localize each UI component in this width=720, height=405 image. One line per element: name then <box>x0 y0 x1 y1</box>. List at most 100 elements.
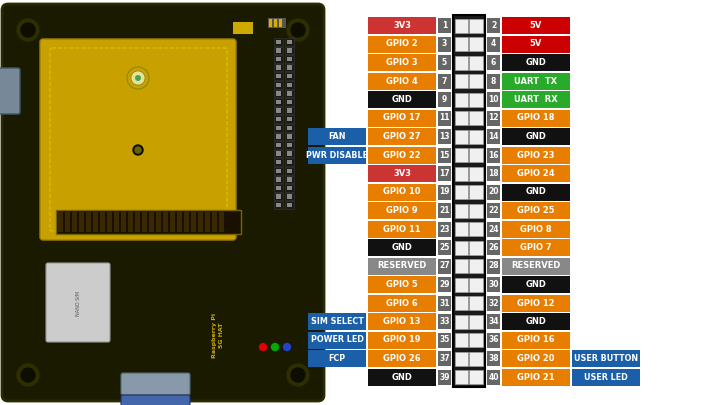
Bar <box>487 333 500 347</box>
Bar <box>487 203 500 218</box>
Text: 19: 19 <box>439 188 450 196</box>
Text: GPIO 23: GPIO 23 <box>517 151 554 160</box>
Bar <box>487 166 500 181</box>
FancyBboxPatch shape <box>46 263 110 342</box>
Bar <box>285 167 294 175</box>
Bar <box>285 193 294 200</box>
Bar <box>285 132 294 140</box>
Text: GPIO 2: GPIO 2 <box>386 40 418 49</box>
Bar <box>454 333 468 347</box>
Bar <box>438 166 451 181</box>
Bar <box>274 90 283 97</box>
Bar <box>274 193 283 200</box>
Bar <box>438 147 451 162</box>
Bar <box>502 332 570 348</box>
Bar <box>454 296 468 310</box>
Bar <box>438 185 451 200</box>
Bar <box>572 369 640 386</box>
Text: RESERVED: RESERVED <box>377 262 427 271</box>
Text: GND: GND <box>526 58 546 67</box>
Bar <box>469 185 482 199</box>
Bar <box>276 40 281 44</box>
Bar <box>368 294 436 311</box>
Text: 8: 8 <box>491 77 496 85</box>
Bar <box>156 212 161 232</box>
Bar <box>274 115 283 123</box>
Bar <box>368 350 436 367</box>
Bar <box>308 313 366 330</box>
Bar <box>287 177 292 181</box>
Bar <box>469 259 482 273</box>
Text: UART  RX: UART RX <box>514 95 558 104</box>
Bar <box>438 296 451 311</box>
Bar <box>469 19 482 32</box>
Bar <box>368 147 436 164</box>
Bar <box>276 48 281 53</box>
Text: 9: 9 <box>442 95 447 104</box>
Bar <box>502 239 570 256</box>
Text: 2: 2 <box>491 21 496 30</box>
Bar <box>285 81 294 89</box>
Bar <box>454 277 468 292</box>
Text: FCP: FCP <box>328 354 346 363</box>
Bar <box>308 332 366 348</box>
Bar <box>469 222 482 236</box>
Bar <box>268 18 286 28</box>
Bar <box>368 369 436 386</box>
Circle shape <box>259 343 266 350</box>
Bar <box>287 143 292 147</box>
Bar <box>276 168 281 173</box>
Bar <box>368 183 436 200</box>
Circle shape <box>133 145 143 155</box>
Bar <box>274 81 283 89</box>
Bar <box>469 277 482 292</box>
Bar <box>454 203 468 217</box>
Bar <box>469 333 482 347</box>
Bar <box>93 212 97 232</box>
Text: 5V: 5V <box>530 40 542 49</box>
Text: 3V3: 3V3 <box>393 169 411 178</box>
Bar <box>274 141 283 149</box>
Bar <box>285 107 294 114</box>
Bar <box>469 203 482 217</box>
Bar <box>487 369 500 384</box>
Bar <box>454 370 468 384</box>
Bar <box>287 203 292 207</box>
Bar <box>454 111 468 125</box>
Bar <box>454 74 468 88</box>
Text: 3: 3 <box>442 40 447 49</box>
Bar <box>191 212 196 232</box>
Bar <box>368 17 436 34</box>
Bar <box>454 130 468 143</box>
Bar <box>276 194 281 199</box>
Bar <box>487 18 500 33</box>
Text: 32: 32 <box>488 298 499 307</box>
Bar <box>438 55 451 70</box>
Bar <box>233 22 253 34</box>
Text: 12: 12 <box>488 113 499 122</box>
Bar <box>287 151 292 156</box>
Circle shape <box>135 147 141 153</box>
Bar <box>502 350 570 367</box>
Bar <box>438 129 451 144</box>
Circle shape <box>131 71 145 85</box>
Bar <box>469 111 482 125</box>
Bar <box>86 212 91 232</box>
Bar <box>135 212 140 232</box>
Text: 25: 25 <box>439 243 450 252</box>
FancyBboxPatch shape <box>40 39 236 240</box>
Bar <box>502 202 570 219</box>
Bar <box>276 160 281 164</box>
Bar <box>368 109 436 126</box>
Bar <box>502 369 570 386</box>
Text: 36: 36 <box>488 335 499 345</box>
Text: 37: 37 <box>439 354 450 363</box>
Text: 21: 21 <box>439 206 450 215</box>
Bar <box>287 194 292 199</box>
Text: GPIO 5: GPIO 5 <box>386 280 418 289</box>
Text: GPIO 4: GPIO 4 <box>386 77 418 85</box>
Bar <box>212 212 217 232</box>
Bar <box>121 212 125 232</box>
Bar <box>438 92 451 107</box>
Text: PWR DISABLE: PWR DISABLE <box>306 151 368 160</box>
